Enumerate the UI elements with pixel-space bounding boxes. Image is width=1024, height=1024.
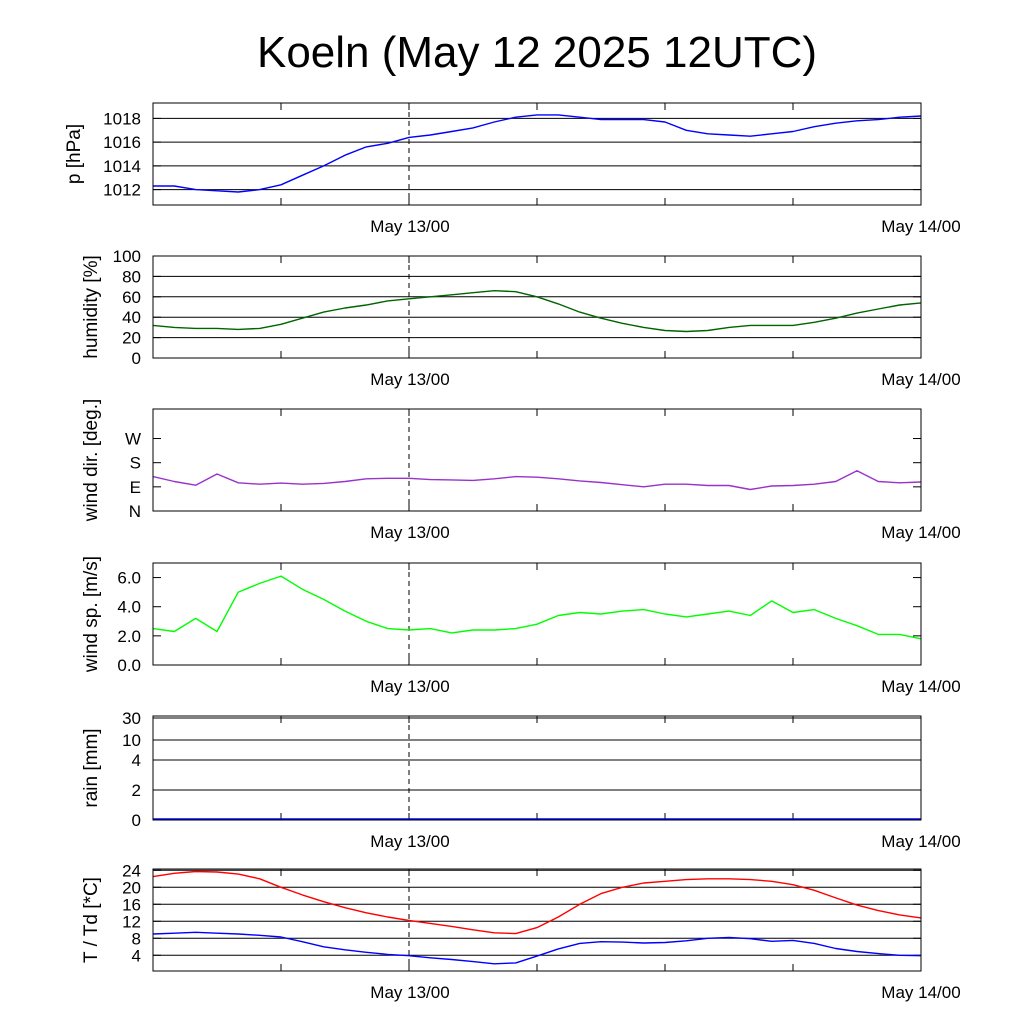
y-tick-label: 4: [132, 946, 141, 965]
y-tick-label: 40: [122, 308, 141, 327]
y-tick-label: 20: [122, 329, 141, 348]
x-tick-label: May 13/00: [370, 832, 449, 851]
panel-5: 0 2 410 30 rain [mm] May 13/00 May 14/00: [81, 709, 961, 851]
y-tick-label: 1014: [103, 157, 141, 176]
y-tick-label: W: [125, 430, 141, 449]
x-tick-label: May 13/00: [370, 983, 449, 1002]
y-axis-label: humidity [%]: [81, 255, 102, 358]
y-tick-label: 30: [122, 709, 141, 728]
series-line-1: [152, 470, 922, 491]
y-tick-label: 10: [122, 731, 141, 750]
y-tick-label: 16: [122, 895, 141, 914]
y-tick-label: 6.0: [117, 569, 141, 588]
y-tick-label: 2.0: [117, 627, 141, 646]
y-tick-label: 0.0: [117, 656, 141, 675]
x-tick-label: May 13/00: [370, 677, 449, 696]
y-axis-label: wind sp. [m/s]: [81, 556, 102, 673]
x-tick-label: May 13/00: [370, 217, 449, 236]
y-tick-label: 12: [122, 912, 141, 931]
panel-1: 1012 1014 1016 1018 p [hPa] May 13/00 May 14/0…: [64, 102, 961, 236]
y-tick-label: 0: [132, 811, 141, 830]
series-line-1: [152, 575, 922, 640]
y-tick-label: 60: [122, 288, 141, 307]
y-tick-label: 2: [132, 781, 141, 800]
series-line-1: [152, 870, 922, 935]
panel-4: 0.0 2.0 4.0 6.0 wind sp. [m/s] May 13/00 May 1…: [81, 556, 961, 696]
y-tick-label: S: [130, 454, 141, 473]
y-tick-label: 8: [132, 929, 141, 948]
y-tick-label: 100: [113, 247, 141, 266]
x-tick-label: May 14/00: [881, 832, 960, 851]
y-axis-label: wind dir. [deg.]: [81, 399, 102, 523]
plot-frame: [152, 868, 922, 972]
x-tick-label: May 13/00: [370, 370, 449, 389]
plot-frame: [152, 255, 922, 359]
y-tick-label: 0: [132, 349, 141, 368]
x-tick-label: May 14/00: [881, 523, 960, 542]
y-axis-label: rain [mm]: [81, 728, 102, 807]
plot-frame: [152, 408, 922, 512]
y-tick-label: E: [130, 478, 141, 497]
x-tick-label: May 14/00: [881, 677, 960, 696]
y-tick-label: 20: [122, 878, 141, 897]
series-line-1: [152, 290, 922, 333]
y-axis-label: p [hPa]: [64, 124, 85, 184]
y-tick-label: N: [129, 502, 141, 521]
y-tick-label: 4.0: [117, 598, 141, 617]
series-line-1: [153, 114, 922, 193]
y-tick-label: 80: [122, 267, 141, 286]
y-tick-label: 24: [122, 861, 141, 880]
x-tick-label: May 14/00: [881, 370, 960, 389]
y-tick-label: 1018: [103, 109, 141, 128]
x-tick-label: May 14/00: [881, 217, 960, 236]
plot-frame: [152, 102, 922, 206]
x-tick-label: May 14/00: [881, 983, 960, 1002]
y-tick-label: 1016: [103, 133, 141, 152]
series-line-2: [152, 931, 922, 965]
y-tick-label: 1012: [103, 181, 141, 200]
plot-frame: [152, 562, 922, 666]
chart-title: Koeln (May 12 2025 12UTC): [257, 28, 817, 77]
x-tick-label: May 13/00: [370, 523, 449, 542]
y-axis-label: T / Td [*C]: [81, 877, 102, 963]
y-tick-label: 4: [132, 751, 141, 770]
plot-frame: [152, 715, 922, 821]
